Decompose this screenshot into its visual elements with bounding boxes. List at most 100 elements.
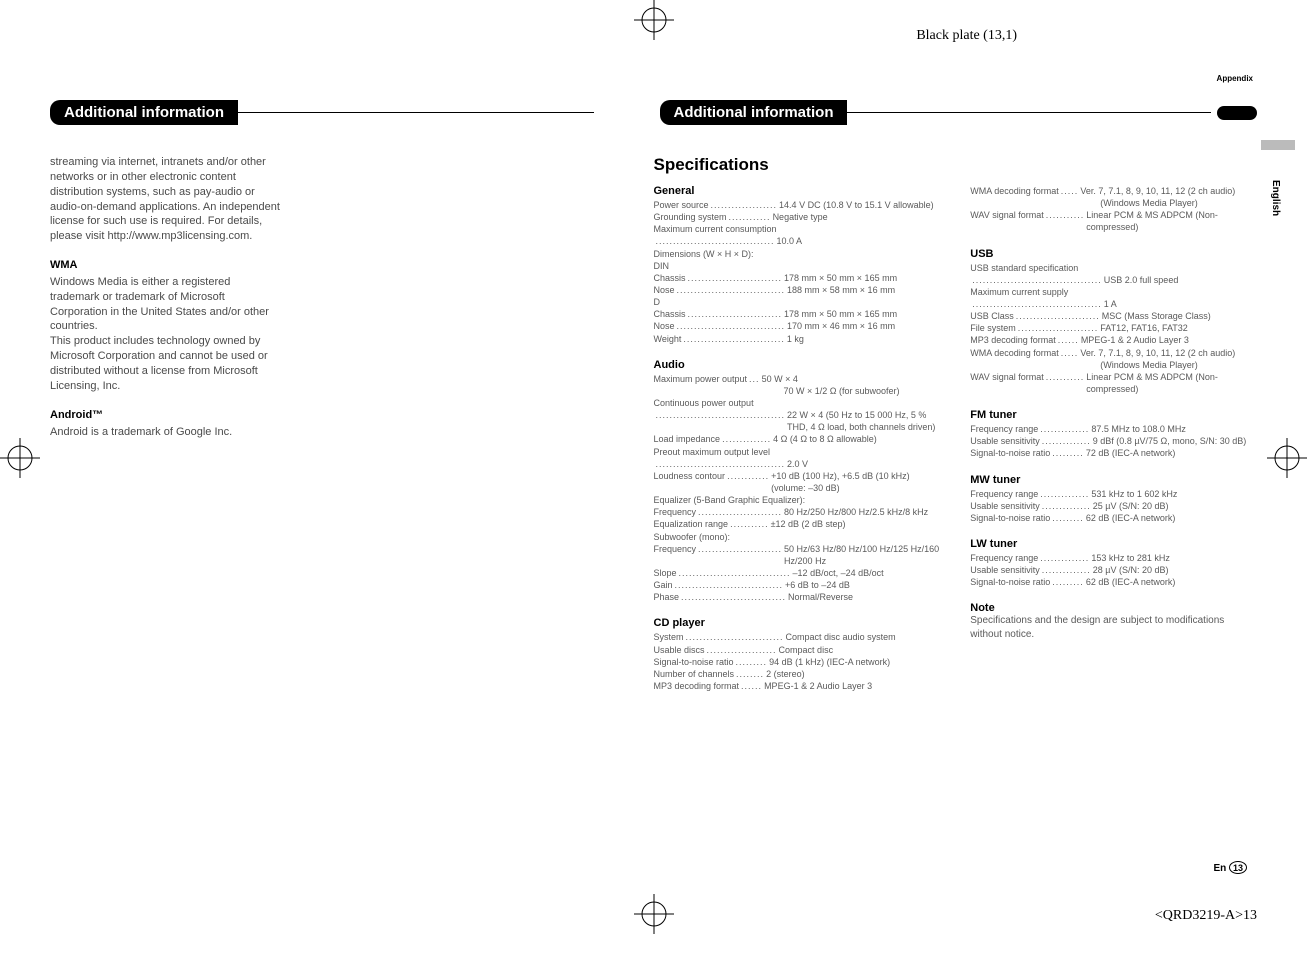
spec-line: Preout maximum output level [654,446,941,458]
spec-line: Signal-to-noise ratio .........94 dB (1 … [654,656,941,668]
spec-label: Usable sensitivity [970,435,1040,447]
spec-line: System ............................Compa… [654,631,941,643]
group-title: CD player [654,617,941,629]
spec-dots: .................... [705,644,779,656]
spec-line: File system .......................FAT12… [970,322,1257,334]
spec-line: Slope ................................–1… [654,567,941,579]
side-language: English [1270,180,1281,216]
section-title-bar-left: Additional information [50,100,654,125]
spec-dots: ................................ [677,567,793,579]
spec-label: Slope [654,567,677,579]
spec-dots: ........... [728,518,771,530]
spec-line: Weight .............................1 kg [654,333,941,345]
spec-value: Normal/Reverse [788,591,940,603]
right-tab [1217,106,1257,120]
spec-value [758,248,941,260]
spec-label: Frequency [654,543,697,567]
spec-value: 178 mm × 50 mm × 165 mm [784,272,940,284]
spec-dots: ................... [709,199,780,211]
group-note: Note Specifications and the design are s… [970,602,1257,641]
spec-label: Weight [654,333,682,345]
spec-value: 9 dBf (0.8 µV/75 Ω, mono, S/N: 30 dB) [1093,435,1257,447]
spec-label: Signal-to-noise ratio [970,576,1050,588]
spec-label: Dimensions (W × H × D): [654,248,754,260]
spec-line: Usable discs ....................Compact… [654,644,941,656]
spec-label: Maximum current consumption [654,223,777,235]
spec-line: WAV signal format ...........Linear PCM … [970,209,1257,233]
spec-dots: .............. [1040,564,1093,576]
spec-value [781,223,941,235]
spec-dots: ..... [1059,185,1081,197]
spec-value: Negative type [773,211,941,223]
spec-line: Number of channels ........2 (stereo) [654,668,941,680]
intro-para: streaming via internet, intranets and/or… [50,155,280,244]
spec-line: ..................................... US… [970,274,1257,286]
spec-value: 87.5 MHz to 108.0 MHz [1091,423,1257,435]
spec-dots: .................................. [654,235,777,247]
spec-dots: ..................................... [970,274,1104,286]
spec-line: Maximum current supply [970,286,1257,298]
group-title: MW tuner [970,474,1257,486]
spec-label: File system [970,322,1016,334]
group-title: General [654,185,941,197]
spec-dots: ............................... [673,579,786,591]
spec-label: Gain [654,579,673,591]
spec-label: Nose [654,284,675,296]
spec-label: Continuous power output [654,397,754,409]
spec-dots: ......... [1050,512,1086,524]
title-line-right [847,112,1211,113]
spec-dots: ........... [1044,371,1087,395]
spec-value: 62 dB (IEC-A network) [1086,576,1257,588]
spec-value: Linear PCM & MS ADPCM (Non-compressed) [1086,371,1257,395]
spec-value: 72 dB (IEC-A network) [1086,447,1257,459]
spec-line: Grounding system ............Negative ty… [654,211,941,223]
spec-label: Usable sensitivity [970,500,1040,512]
spec-value [1082,262,1257,274]
spec-value: 170 mm × 46 mm × 16 mm [787,320,940,332]
spec-line: Maximum current consumption [654,223,941,235]
spec-line: MP3 decoding format ......MPEG-1 & 2 Aud… [654,680,941,692]
spec-label: Usable discs [654,644,705,656]
spec-label: Load impedance [654,433,721,445]
spec-label: Subwoofer (mono): [654,531,731,543]
spec-label: USB Class [970,310,1014,322]
spec-cont: (Windows Media Player) [970,197,1257,209]
spec-label: Grounding system [654,211,727,223]
spec-label: Power source [654,199,709,211]
android-title: Android™ [50,408,280,423]
android-body: Android is a trademark of Google Inc. [50,425,280,440]
note-body: Specifications and the design are subjec… [970,614,1257,641]
spec-line: Subwoofer (mono): [654,531,941,543]
spec-label: WMA decoding format [970,185,1059,197]
spec-col-1: General Power source ................... 1… [654,185,941,706]
spec-label: DIN [654,260,670,272]
spec-dots: ...... [1056,334,1081,346]
spec-label: USB standard specification [970,262,1078,274]
spec-value: Ver. 7, 7.1, 8, 9, 10, 11, 12 (2 ch audi… [1080,185,1257,197]
spec-line: D [654,296,941,308]
spec-value: USB 2.0 full speed [1104,274,1257,286]
group-usb: USB USB standard specification...........… [970,248,1257,396]
spec-value [673,260,940,272]
group-title: USB [970,248,1257,260]
spec-value [1072,286,1257,298]
spec-dots: ............................. [681,333,787,345]
spec-value: 50 Hz/63 Hz/80 Hz/100 Hz/125 Hz/160 Hz/2… [784,543,940,567]
spec-dots: ........................ [696,506,784,518]
group-fm: FM tunerFrequency range ..............87… [970,409,1257,459]
spec-label: Maximum current supply [970,286,1068,298]
spec-value: 80 Hz/250 Hz/800 Hz/2.5 kHz/8 kHz [784,506,940,518]
spec-line: DIN [654,260,941,272]
group-general: General Power source ................... 1… [654,185,941,345]
spec-line: Gain ...............................+6 d… [654,579,941,591]
spec-dots: ....................... [1016,322,1101,334]
spec-dots: ............ [725,470,771,494]
spec-line: Load impedance ..............4 Ω (4 Ω to… [654,433,941,445]
spec-value: 25 µV (S/N: 20 dB) [1093,500,1257,512]
spec-cont: 70 W × 1/2 Ω (for subwoofer) [654,385,941,397]
spec-dots: ........................... [686,272,785,284]
spec-label: Loudness contour [654,470,726,494]
note-title: Note [970,602,1257,614]
spec-dots: .............................. [679,591,788,603]
spec-line: Chassis ...........................178 m… [654,308,941,320]
